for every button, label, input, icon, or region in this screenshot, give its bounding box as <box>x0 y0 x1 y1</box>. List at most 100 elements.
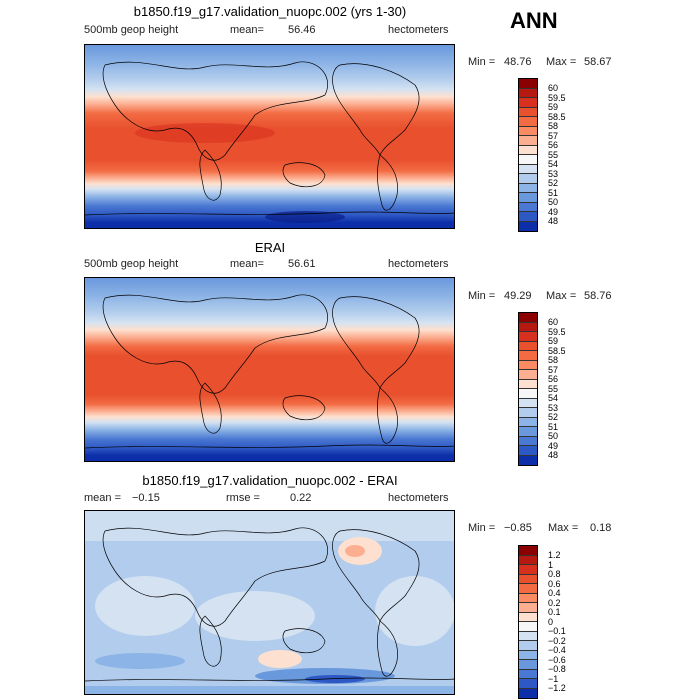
colorbar-swatch <box>519 164 537 174</box>
colorbar-tick-label: 49 <box>548 440 559 451</box>
panel-1-map <box>84 44 455 229</box>
panel-3-title: b1850.f19_g17.validation_nuopc.002 - ERA… <box>142 473 398 488</box>
colorbar-swatch <box>519 212 537 222</box>
colorbar-tick-label: 53 <box>548 402 559 413</box>
panel-2-mean-label: mean= <box>230 258 264 270</box>
colorbar-swatch <box>519 183 537 193</box>
colorbar-swatch <box>519 679 537 689</box>
colorbar-tick-label: 58 <box>548 355 559 365</box>
colorbar-tick-label: 0.6 <box>548 578 561 589</box>
colorbar-tick-label: 59 <box>548 336 559 346</box>
colorbar-swatch <box>519 360 537 370</box>
colorbar-swatch <box>519 612 537 622</box>
colorbar-swatch <box>519 446 537 456</box>
colorbar-swatch <box>519 660 537 670</box>
colorbar-swatch <box>519 408 537 418</box>
colorbar-tick-label: 51 <box>548 421 559 432</box>
panel-2-title: ERAI <box>254 240 286 255</box>
panel-1-variable-label: 500mb geop height <box>84 24 179 36</box>
colorbar-tick-label: 53 <box>548 168 559 179</box>
colorbar-swatch <box>519 193 537 203</box>
colorbar-swatch <box>519 98 537 108</box>
colorbar-tick-label: 60 <box>548 317 559 327</box>
colorbar-tick-label: −0.1 <box>548 626 566 636</box>
panel-1-title: b1850.f19_g17.validation_nuopc.002 (yrs … <box>133 4 407 19</box>
colorbar-tick-label: 52 <box>548 412 559 422</box>
panel-3-min-label: Min = <box>468 522 496 534</box>
colorbar-tick-label: 54 <box>548 159 559 169</box>
colorbar-swatch <box>519 313 537 323</box>
colorbar-swatch <box>519 565 537 575</box>
colorbar-tick-label: −0.2 <box>548 635 566 646</box>
colorbar-tick-label: 54 <box>548 393 559 403</box>
panel-2-max-label: Max = <box>546 290 577 302</box>
colorbar-swatch <box>519 688 537 698</box>
colorbar-tick-label: 0 <box>548 616 554 627</box>
panel-2-min-label: Min = <box>468 290 496 302</box>
colorbar-swatch <box>519 332 537 342</box>
panel-3-min-value: −0.85 <box>504 522 532 534</box>
colorbar-tick-label: 1 <box>548 559 554 570</box>
colorbar-tick-label: 58.5 <box>548 111 566 122</box>
colorbar-swatch <box>519 641 537 651</box>
colorbar-tick-label: 57 <box>548 364 559 375</box>
colorbar-swatch <box>519 155 537 165</box>
colorbar-swatch <box>519 379 537 389</box>
colorbar-swatch <box>519 574 537 584</box>
panel-2-map <box>84 277 455 462</box>
panel-3-rmse-label: rmse = <box>226 492 260 504</box>
colorbar-tick-label: 59.5 <box>548 92 566 103</box>
panel-3-units: hectometers <box>388 492 449 504</box>
colorbar-tick-label: 50 <box>548 197 559 207</box>
colorbar-tick-label: 0.8 <box>548 569 561 579</box>
panel-3-max-label: Max = <box>548 522 579 534</box>
panel-3-map <box>84 510 455 695</box>
colorbar-swatch <box>519 351 537 361</box>
colorbar-swatch <box>519 555 537 565</box>
colorbar-swatch <box>519 117 537 127</box>
panel-2-min-value: 49.29 <box>504 290 532 302</box>
panel-1-min-label: Min = <box>468 56 496 68</box>
panel-1-mean-value: 56.46 <box>288 24 316 36</box>
panel-1-max-label: Max = <box>546 56 577 68</box>
colorbar-tick-label: 57 <box>548 130 559 141</box>
colorbar-tick-label: 56 <box>548 374 559 384</box>
colorbar-tick-label: −1 <box>548 673 559 684</box>
colorbar-swatch <box>519 202 537 212</box>
colorbar-swatch <box>519 436 537 446</box>
colorbar-tick-label: 55 <box>548 149 559 160</box>
panel-2-colorbar <box>518 312 538 466</box>
colorbar-swatch <box>519 455 537 465</box>
colorbar-swatch <box>519 546 537 556</box>
colorbar-swatch <box>519 88 537 98</box>
colorbar-swatch <box>519 145 537 155</box>
colorbar-tick-label: −1.2 <box>548 683 566 693</box>
panel-2-max-value: 58.76 <box>584 290 612 302</box>
colorbar-swatch <box>519 322 537 332</box>
panel-1-mean-label: mean= <box>230 24 264 36</box>
colorbar-swatch <box>519 593 537 603</box>
colorbar-tick-label: −0.4 <box>548 645 566 655</box>
colorbar-swatch <box>519 631 537 641</box>
colorbar-swatch <box>519 221 537 231</box>
panel-2-variable-label: 500mb geop height <box>84 258 179 270</box>
panel-3-rmse-value: 0.22 <box>290 492 312 504</box>
panel-3-max-value: 0.18 <box>590 522 612 534</box>
colorbar-swatch <box>519 427 537 437</box>
colorbar-swatch <box>519 669 537 679</box>
panel-2-coastlines <box>85 294 454 449</box>
colorbar-tick-label: 48 <box>548 450 559 460</box>
colorbar-swatch <box>519 584 537 594</box>
panel-1-max-value: 58.67 <box>584 56 612 68</box>
panel-1-coastlines <box>85 61 454 216</box>
colorbar-tick-label: 52 <box>548 178 559 188</box>
panel-3-coastlines <box>85 527 454 682</box>
colorbar-tick-label: 55 <box>548 383 559 394</box>
colorbar-swatch <box>519 79 537 89</box>
colorbar-tick-label: 48 <box>548 216 559 226</box>
colorbar-tick-label: 56 <box>548 140 559 150</box>
colorbar-swatch <box>519 603 537 613</box>
colorbar-swatch <box>519 650 537 660</box>
colorbar-tick-label: 59.5 <box>548 326 566 337</box>
colorbar-tick-label: −0.6 <box>548 654 566 665</box>
